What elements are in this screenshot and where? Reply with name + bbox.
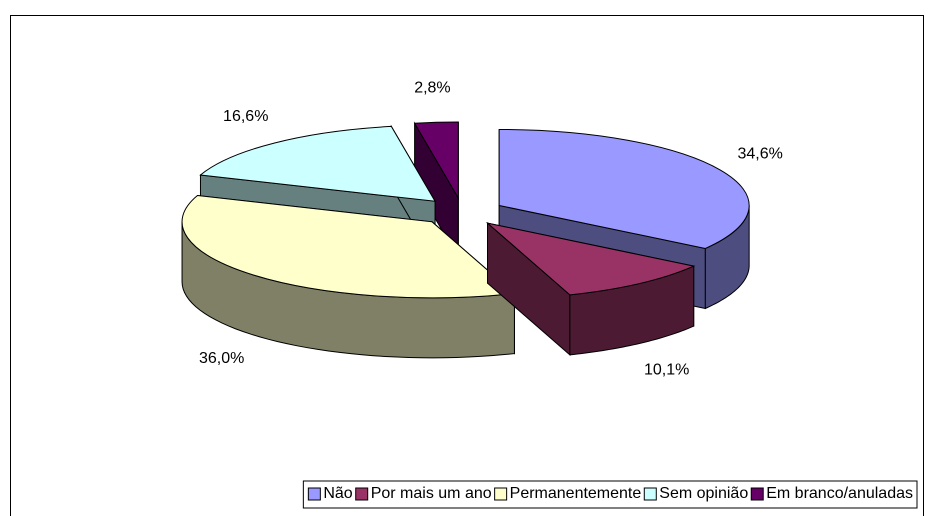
slice-top — [485, 222, 696, 296]
legend-label: Sem opinião — [659, 485, 748, 502]
slice-top — [199, 125, 436, 202]
legend-swatch — [307, 487, 321, 501]
legend-label: Não — [323, 485, 352, 502]
legend-swatch — [750, 487, 764, 501]
pie-slice — [181, 194, 516, 359]
data-label: 36,0% — [199, 350, 244, 367]
legend-label: Permanentemente — [510, 485, 642, 502]
legend-label: Por mais um ano — [371, 485, 492, 502]
pie-slice — [485, 222, 696, 356]
data-label: 10,1% — [644, 362, 689, 379]
data-label: 2,8% — [414, 80, 450, 97]
legend-label: Em branco/anuladas — [766, 485, 913, 502]
legend-swatch — [494, 487, 508, 501]
data-label: 16,6% — [223, 108, 268, 125]
legend-swatch — [355, 487, 369, 501]
slice-top — [413, 121, 459, 200]
slice-top — [181, 195, 516, 299]
slice-top — [498, 128, 750, 249]
legend-box — [302, 480, 918, 509]
legend-swatch — [643, 487, 657, 501]
pie: 34,6% 10,1% 36,0% 16,6% 2,8% — [181, 80, 783, 379]
legend: Não Por mais um ano Permanentemente Sem opi… — [302, 480, 918, 509]
data-label: 34,6% — [737, 145, 782, 162]
